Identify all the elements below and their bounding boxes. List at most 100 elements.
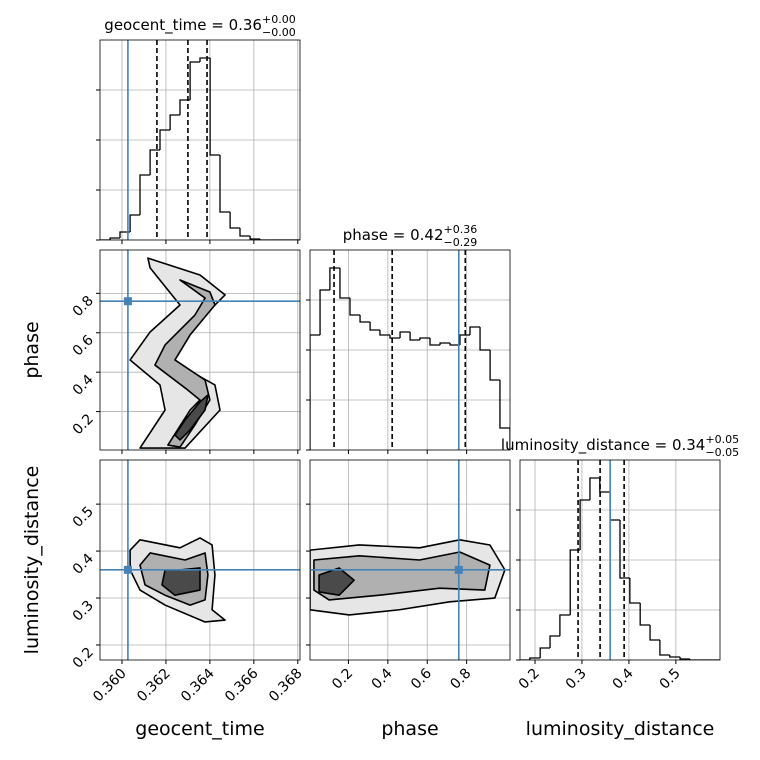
x-axis-label: geocent_time bbox=[135, 718, 264, 740]
histogram-bin bbox=[349, 298, 361, 316]
title-main: geocent_time = 0.36 bbox=[104, 16, 262, 35]
histogram-bin bbox=[629, 578, 641, 604]
x-tick-label: 0.5 bbox=[657, 666, 684, 693]
x-tick-label: 0.2 bbox=[516, 666, 543, 693]
histogram-bin bbox=[419, 337, 430, 340]
histogram-bin bbox=[479, 327, 491, 351]
histogram-bin bbox=[229, 212, 240, 229]
histogram-bin bbox=[559, 614, 571, 636]
histogram-bin bbox=[409, 332, 420, 341]
panel-content bbox=[100, 250, 300, 450]
panel-title: luminosity_distance = 0.34+0.05 −0.05 bbox=[501, 433, 739, 459]
x-tick-label: 0.366 bbox=[222, 665, 262, 705]
y-tick-label: 0.4 bbox=[70, 372, 97, 399]
histogram-bin bbox=[659, 640, 670, 656]
histogram-bin bbox=[539, 647, 551, 658]
histogram-bin bbox=[529, 657, 541, 660]
histogram-bin bbox=[329, 267, 340, 290]
y-tick-label: 0.2 bbox=[70, 644, 97, 671]
panel-content bbox=[310, 460, 510, 660]
y-axis-label: luminosity_distance bbox=[21, 466, 43, 655]
histogram-bin bbox=[159, 129, 171, 150]
histogram-bin bbox=[429, 338, 441, 346]
x-tick-label: 0.8 bbox=[447, 666, 474, 693]
histogram-bin bbox=[599, 478, 611, 493]
panel-content bbox=[100, 40, 300, 240]
panel-frame bbox=[309, 459, 511, 661]
panel: 0.360 0.362 0.364 0.366 0.368 0.2 0.3 0.4 0.5 bbox=[70, 459, 306, 706]
histogram-bin bbox=[619, 520, 630, 579]
title-upper: +0.00 bbox=[262, 13, 296, 26]
histogram-bin bbox=[139, 174, 151, 215]
histogram-bin bbox=[589, 477, 600, 500]
histogram-bin bbox=[489, 350, 500, 381]
truth-marker bbox=[123, 297, 132, 306]
panel-title: geocent_time = 0.36+0.00 −0.00 bbox=[104, 13, 295, 39]
x-tick-label: 0.4 bbox=[369, 665, 396, 692]
histogram-bin bbox=[359, 315, 371, 323]
histogram-bin bbox=[649, 625, 660, 641]
title-lower: −0.05 bbox=[705, 446, 739, 459]
histogram-bin bbox=[689, 659, 700, 660]
contour bbox=[174, 394, 209, 441]
histogram-bin bbox=[399, 331, 411, 338]
histogram-bin bbox=[439, 342, 451, 345]
truth-marker bbox=[454, 565, 463, 574]
histogram-bin bbox=[179, 99, 191, 115]
y-axis-label: phase bbox=[21, 321, 43, 378]
x-tick-label: 0.364 bbox=[178, 665, 218, 705]
histogram-bin bbox=[109, 237, 120, 240]
histogram-bin bbox=[259, 239, 271, 240]
x-tick-label: 0.6 bbox=[408, 665, 435, 692]
x-tick-label: 0.2 bbox=[329, 666, 356, 693]
histogram-bin bbox=[609, 492, 620, 521]
panel-content bbox=[520, 460, 720, 660]
contour bbox=[313, 551, 491, 601]
x-tick-label: 0.4 bbox=[610, 665, 637, 692]
histogram-bin bbox=[339, 268, 350, 299]
histogram-bin bbox=[569, 549, 581, 615]
x-axis-label: luminosity_distance bbox=[526, 718, 715, 740]
histogram-bin bbox=[579, 499, 590, 550]
histogram-bin bbox=[199, 57, 211, 62]
histogram-bin bbox=[449, 343, 460, 346]
histogram-bin bbox=[249, 236, 260, 240]
histogram-bin bbox=[189, 61, 200, 100]
panel: 0.2 0.4 0.6 0.8 bbox=[70, 249, 301, 454]
histogram-bin bbox=[310, 334, 321, 450]
x-tick-label: 0.3 bbox=[563, 666, 590, 693]
histogram-bin bbox=[149, 149, 160, 175]
title-main: luminosity_distance = 0.34 bbox=[501, 436, 705, 455]
y-tick-label: 0.4 bbox=[70, 551, 97, 578]
title-lower: −0.00 bbox=[262, 26, 296, 39]
y-tick-label: 0.6 bbox=[70, 332, 97, 359]
panel-content bbox=[310, 250, 510, 450]
histogram-bin bbox=[169, 114, 180, 130]
histogram-bin bbox=[379, 330, 390, 336]
histogram-bin bbox=[499, 380, 510, 450]
panel-frame bbox=[99, 249, 301, 451]
histogram-bin bbox=[239, 228, 251, 237]
panel: 0.2 0.3 0.4 0.5 bbox=[516, 459, 721, 693]
histogram-bin bbox=[129, 214, 140, 232]
y-tick-label: 0.2 bbox=[70, 411, 97, 438]
panel-content bbox=[100, 460, 300, 660]
title-upper: +0.36 bbox=[444, 223, 478, 236]
title-upper: +0.05 bbox=[705, 433, 739, 446]
panel: 0.2 0.4 0.6 0.8 bbox=[306, 459, 511, 693]
panel-frame bbox=[99, 459, 301, 661]
x-tick-label: 0.362 bbox=[134, 666, 174, 706]
histogram-bin bbox=[369, 322, 380, 331]
histogram-bin bbox=[119, 231, 131, 238]
x-axis-label: phase bbox=[381, 718, 438, 740]
histogram-bin bbox=[679, 657, 690, 660]
histogram-bin bbox=[219, 155, 231, 213]
histogram-bin bbox=[549, 635, 560, 648]
x-tick-label: 0.368 bbox=[266, 666, 306, 706]
panel bbox=[96, 39, 301, 244]
histogram-bin bbox=[209, 58, 220, 156]
panel-title: phase = 0.42+0.36 −0.29 bbox=[343, 223, 478, 249]
histogram-bin bbox=[469, 326, 481, 335]
histogram-bin bbox=[389, 335, 401, 339]
